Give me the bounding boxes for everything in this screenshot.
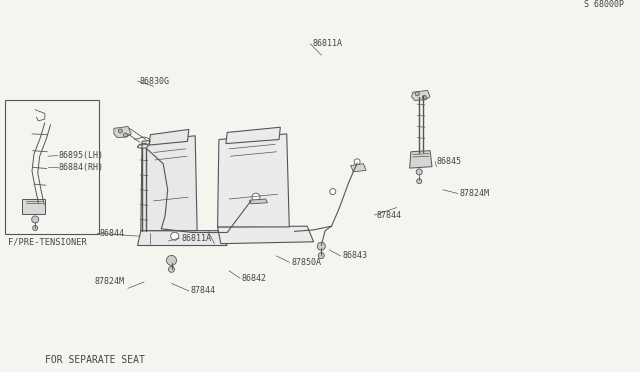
Polygon shape xyxy=(410,151,432,168)
Polygon shape xyxy=(141,136,197,231)
Circle shape xyxy=(32,216,38,223)
Circle shape xyxy=(415,92,419,96)
Text: S 68000P: S 68000P xyxy=(584,0,624,9)
Text: 87844: 87844 xyxy=(376,211,401,219)
Circle shape xyxy=(118,129,122,133)
Polygon shape xyxy=(250,199,268,204)
Polygon shape xyxy=(22,199,45,214)
Text: F/PRE-TENSIONER: F/PRE-TENSIONER xyxy=(8,237,86,246)
Polygon shape xyxy=(149,129,189,145)
Polygon shape xyxy=(412,90,430,100)
Text: 86844: 86844 xyxy=(99,229,124,238)
Text: 86895(LH): 86895(LH) xyxy=(59,151,104,160)
Polygon shape xyxy=(218,134,289,227)
Circle shape xyxy=(317,242,325,250)
Polygon shape xyxy=(351,164,366,172)
Text: 86830G: 86830G xyxy=(140,77,170,86)
Text: 86842: 86842 xyxy=(242,274,267,283)
Circle shape xyxy=(171,232,179,240)
Text: 86843: 86843 xyxy=(342,251,367,260)
Text: 86811A: 86811A xyxy=(312,39,342,48)
Circle shape xyxy=(417,179,422,184)
Circle shape xyxy=(33,225,38,231)
Text: 86884(RH): 86884(RH) xyxy=(59,163,104,172)
Bar xyxy=(5,100,99,234)
Circle shape xyxy=(354,159,360,165)
Circle shape xyxy=(318,253,324,259)
Text: 87850A: 87850A xyxy=(291,258,321,267)
Text: 86845: 86845 xyxy=(436,157,461,166)
Circle shape xyxy=(330,189,336,195)
Circle shape xyxy=(124,133,127,137)
Circle shape xyxy=(168,266,175,272)
Polygon shape xyxy=(226,127,280,144)
Circle shape xyxy=(416,169,422,175)
Polygon shape xyxy=(138,231,227,246)
Circle shape xyxy=(252,193,260,201)
Circle shape xyxy=(422,96,426,99)
Circle shape xyxy=(166,256,177,265)
Polygon shape xyxy=(218,226,314,244)
Text: 86811A: 86811A xyxy=(181,234,211,243)
Text: 87844: 87844 xyxy=(191,286,216,295)
Text: 87824M: 87824M xyxy=(460,189,490,198)
Text: 87824M: 87824M xyxy=(95,278,125,286)
Text: FOR SEPARATE SEAT: FOR SEPARATE SEAT xyxy=(45,355,145,365)
Polygon shape xyxy=(114,126,131,138)
